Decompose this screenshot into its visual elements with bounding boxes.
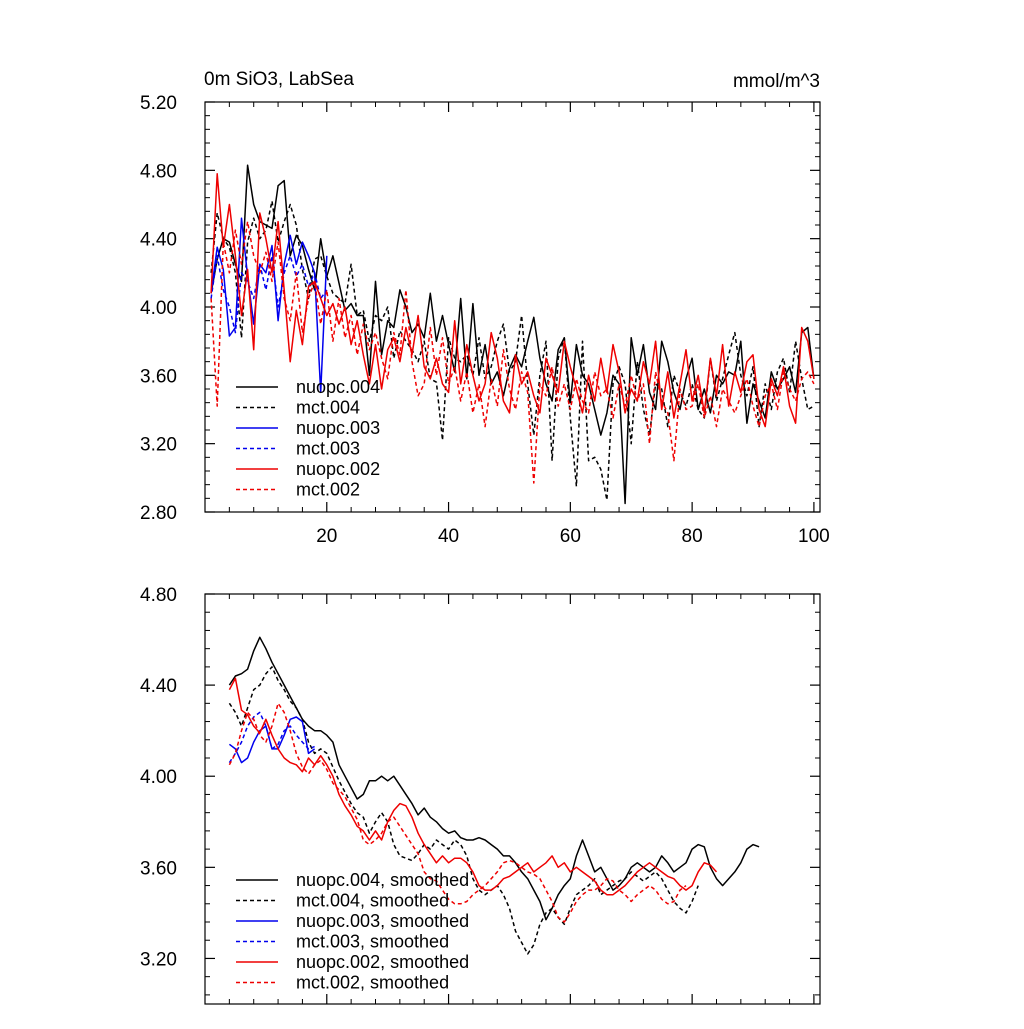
y-tick-label: 4.80 [140,585,177,606]
legend-label: nuopc.004 [296,377,380,397]
series-line-mct-002-smoothed [228,702,687,923]
y-tick-label: 3.60 [140,366,177,387]
series-line-mct-004-smoothed [228,666,699,955]
series-line-mct-003 [210,255,328,334]
legend-label: nuopc.002, smoothed [296,952,469,972]
legend-label: mct.002 [296,480,360,500]
panel-top-title-right: mmol/m^3 [733,71,820,92]
x-tick-label: 100 [798,526,830,547]
panel-top-title-left: 0m SiO3, LabSea [204,69,354,90]
panel-top-ticks: 20 40 60 80 100 2.80 3.20 3.60 4.00 4.40 4.80 5.20 [140,93,830,547]
series-line-mct-002 [210,220,815,484]
y-tick-label: 4.00 [140,298,177,319]
y-tick-label: 4.00 [140,767,177,788]
legend-label: nuopc.003, smoothed [296,911,469,931]
panel-bottom-series [228,636,760,955]
x-tick-label: 80 [682,526,703,547]
legend-label: mct.004, smoothed [296,891,449,911]
panel-top: 0m SiO3, LabSea mmol/m^3 20 40 60 80 100 2.80… [140,69,830,547]
x-tick-label: 20 [316,526,337,547]
x-tick-label: 40 [438,526,459,547]
y-tick-label: 2.80 [140,503,177,524]
x-tick-label: 60 [560,526,581,547]
y-tick-label: 4.40 [140,676,177,697]
panel-bottom: 3.20 3.60 4.00 4.40 4.80 nuopc.004, smoothed… [140,585,821,1005]
y-tick-label: 3.60 [140,858,177,879]
panel-top-series [210,164,815,505]
series-line-mct-003-smoothed [228,711,315,764]
legend-label: nuopc.003 [296,418,380,438]
legend-label: nuopc.002 [296,459,380,479]
panel-bottom-plot-frame [204,593,821,1005]
legend-label: mct.004 [296,398,360,418]
legend-label: mct.003 [296,439,360,459]
series-line-nuopc-002-smoothed [228,677,718,896]
y-tick-label: 5.20 [140,93,177,114]
y-tick-label: 4.80 [140,161,177,182]
legend-label: mct.003, smoothed [296,932,449,952]
series-line-nuopc-004-smoothed [228,636,760,921]
series-line-nuopc-002 [210,173,815,428]
y-tick-label: 3.20 [140,435,177,456]
y-tick-label: 4.40 [140,230,177,251]
legend-label: mct.002, smoothed [296,973,449,993]
y-tick-label: 3.20 [140,949,177,970]
legend-label: nuopc.004, smoothed [296,870,469,890]
panel-bottom-ticks: 3.20 3.60 4.00 4.40 4.80 [140,585,820,1004]
panel-top-legend: nuopc.004mct.004nuopc.003mct.003nuopc.00… [236,377,380,500]
